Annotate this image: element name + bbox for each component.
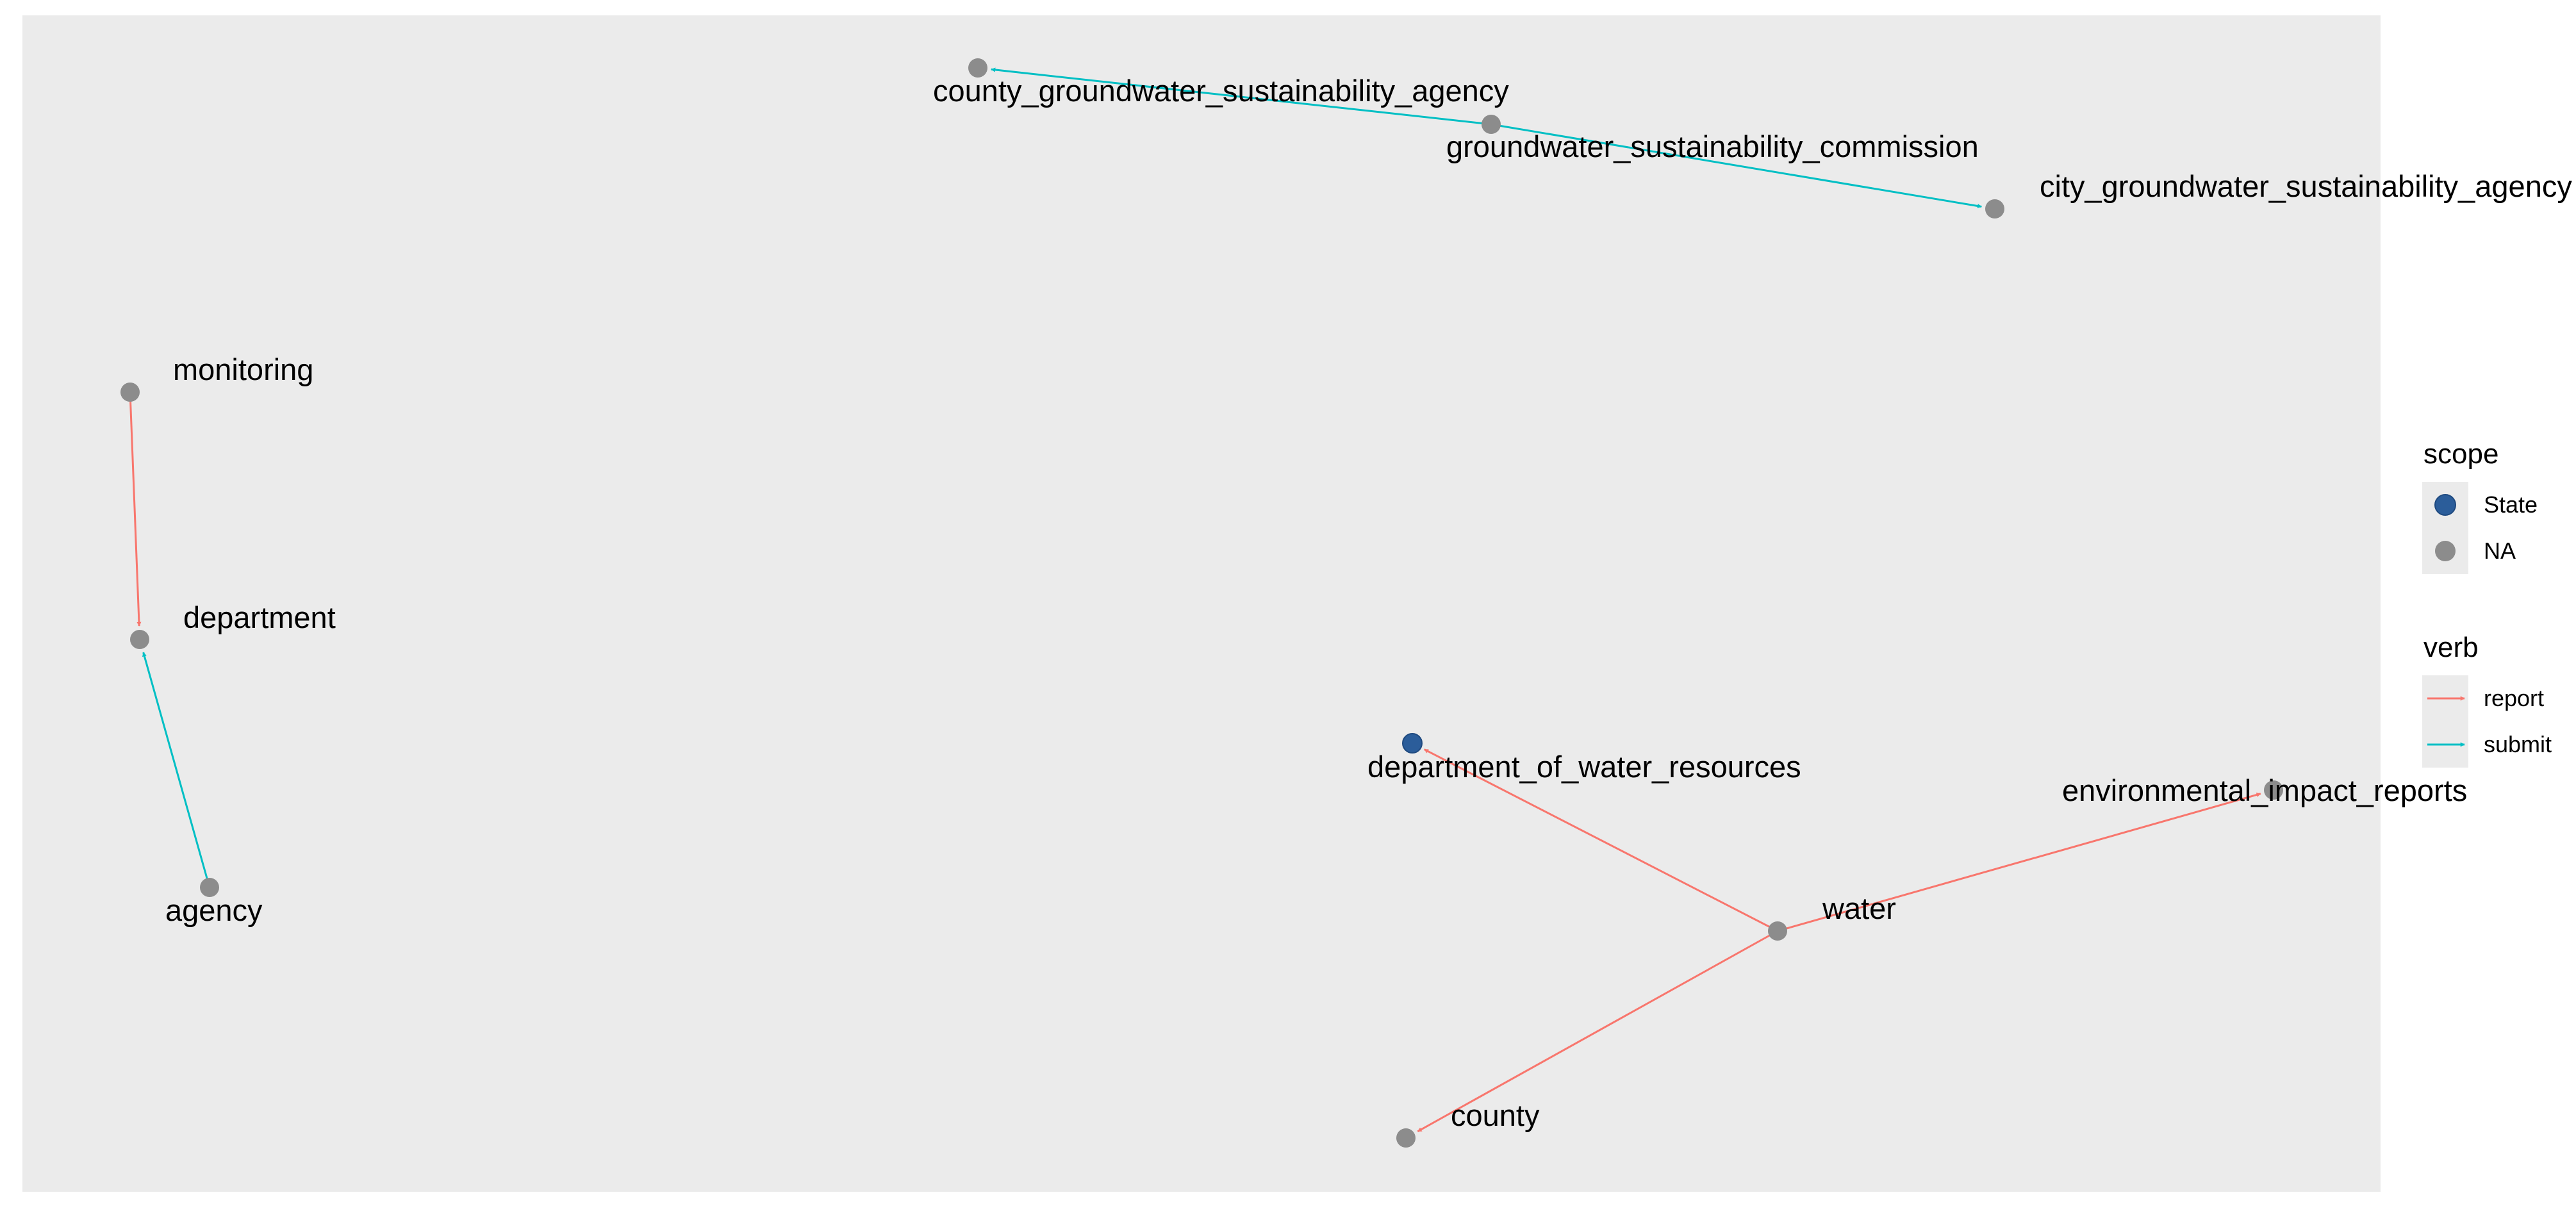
node-monitoring xyxy=(120,383,140,402)
legend-key-na xyxy=(2435,541,2456,561)
edge-report-water-to-department_of_water_resources xyxy=(1423,748,1778,932)
node-agency xyxy=(200,878,219,897)
labels-layer: county_groundwater_sustainability_agency… xyxy=(165,74,2572,1132)
node-city_groundwater_sustainability_agency xyxy=(1985,199,2004,218)
edge-submit-groundwater_sustainability_commission-to-county_groundwater_sustainability_agency xyxy=(991,67,1492,126)
node-county_groundwater_sustainability_agency xyxy=(968,58,987,78)
nodes-layer xyxy=(120,58,2283,1148)
edges-layer xyxy=(129,67,2261,1133)
edge-report-water-to-county xyxy=(1417,930,1778,1133)
node-environmental_impact_reports xyxy=(2264,780,2283,800)
edge-submit-agency-to-department xyxy=(142,652,211,888)
legend-key-state xyxy=(2434,494,2456,516)
node-label-department_of_water_resources: department_of_water_resources xyxy=(1367,750,1801,784)
node-label-county: county xyxy=(1451,1098,1540,1132)
node-label-groundwater_sustainability_commission: groundwater_sustainability_commission xyxy=(1446,129,1979,163)
node-water xyxy=(1768,921,1787,941)
node-groundwater_sustainability_commission xyxy=(1482,115,1501,134)
legend-title-verb: verb xyxy=(2423,632,2479,663)
node-department_of_water_resources xyxy=(1402,733,1423,754)
node-label-city_groundwater_sustainability_agency: city_groundwater_sustainability_agency xyxy=(2040,169,2572,203)
node-label-water: water xyxy=(1822,891,1896,925)
legend-key-bg-verb xyxy=(2422,675,2468,768)
node-county xyxy=(1396,1128,1416,1148)
edge-report-monitoring-to-department xyxy=(129,391,142,627)
node-label-monitoring: monitoring xyxy=(173,352,313,386)
legend-label-state: State xyxy=(2484,491,2538,518)
node-label-agency: agency xyxy=(165,893,263,927)
node-label-county_groundwater_sustainability_agency: county_groundwater_sustainability_agency xyxy=(933,74,1509,108)
legend-label-na: NA xyxy=(2484,538,2516,564)
legend: scope State NA verb report submit xyxy=(2422,438,2552,768)
edge-submit-groundwater_sustainability_commission-to-city_groundwater_sustainability_agency xyxy=(1490,123,1982,208)
edge-report-water-to-environmental_impact_reports xyxy=(1777,793,2261,932)
plot-panel xyxy=(22,15,2381,1192)
node-label-department: department xyxy=(183,600,336,634)
node-label-environmental_impact_reports: environmental_impact_reports xyxy=(2062,773,2467,807)
node-department xyxy=(130,630,149,649)
legend-label-submit: submit xyxy=(2484,731,2552,757)
legend-title-scope: scope xyxy=(2423,438,2498,470)
legend-label-report: report xyxy=(2484,685,2544,711)
